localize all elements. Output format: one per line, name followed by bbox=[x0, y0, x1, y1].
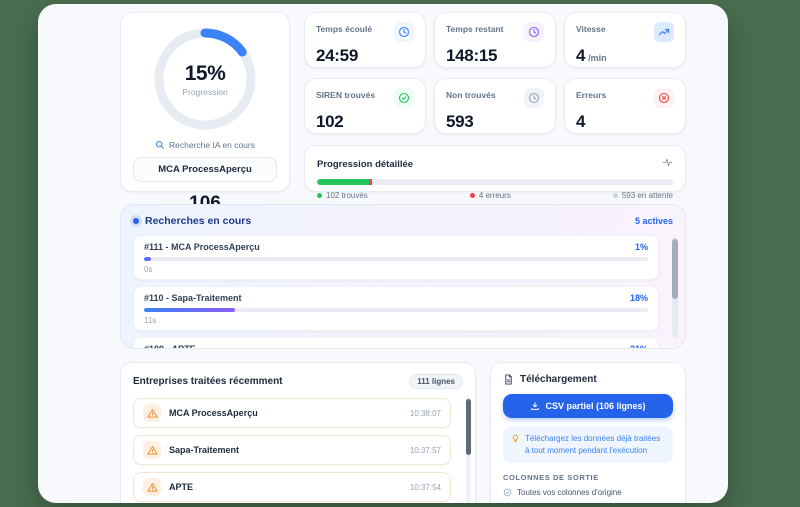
search-progress-fill bbox=[144, 257, 151, 261]
warning-triangle-icon bbox=[143, 441, 161, 459]
progress-ring: 15% Progression bbox=[153, 27, 257, 131]
stat-label: Temps restant bbox=[446, 24, 504, 34]
clock-icon bbox=[524, 22, 544, 42]
searches-title: Recherches en cours bbox=[133, 215, 251, 227]
stat-label: Erreurs bbox=[576, 90, 607, 100]
output-columns-title: COLONNES DE SORTIE bbox=[503, 473, 599, 483]
download-note: Téléchargez les données déjà traitées à … bbox=[503, 426, 673, 464]
search-name: #111 - MCA ProcessAperçu bbox=[144, 242, 260, 252]
progress-error-segment bbox=[368, 179, 372, 185]
active-count-badge: 5 actives bbox=[634, 216, 673, 226]
stat-label: Vitesse bbox=[576, 24, 606, 34]
warning-triangle-icon bbox=[143, 478, 161, 496]
search-percent: 1% bbox=[634, 242, 648, 252]
recent-scrollbar[interactable] bbox=[466, 397, 471, 503]
red-dot-icon bbox=[469, 193, 475, 198]
stat-card-siren-trouves: SIREN trouvés 102 bbox=[304, 78, 426, 134]
recent-companies-card: Entreprises traitées récemment 111 ligne… bbox=[120, 362, 476, 503]
search-name: #109 - APTE bbox=[144, 344, 196, 349]
trending-up-icon bbox=[654, 22, 674, 42]
search-icon bbox=[155, 140, 165, 150]
search-progress-fill bbox=[144, 308, 235, 312]
stat-card-erreurs: Erreurs 4 bbox=[564, 78, 686, 134]
search-row: #111 - MCA ProcessAperçu 1% 0s bbox=[133, 235, 659, 280]
ai-status-text: Recherche IA en cours bbox=[169, 140, 255, 150]
stat-value-suffix: /min bbox=[588, 53, 607, 63]
stat-label: Non trouvés bbox=[446, 90, 496, 100]
dashboard-window: 15% Progression Recherche IA en cours MC… bbox=[38, 4, 728, 503]
overview-card: 15% Progression Recherche IA en cours MC… bbox=[120, 12, 290, 227]
search-percent: 21% bbox=[629, 344, 648, 349]
company-name: Sapa-Traitement bbox=[169, 445, 240, 455]
gray-dot-icon bbox=[612, 193, 618, 198]
company-name: APTE bbox=[169, 482, 194, 492]
active-searches-section: Recherches en cours 5 actives #111 - MCA… bbox=[120, 204, 686, 349]
search-progress-bar bbox=[144, 257, 648, 261]
recent-row: Sapa-Traitement 10:37:57 bbox=[133, 435, 451, 465]
searches-scrollbar-thumb[interactable] bbox=[672, 239, 678, 299]
search-elapsed: 11s bbox=[144, 316, 157, 325]
search-progress-bar bbox=[144, 308, 648, 312]
detailed-progress-card: Progression détaillée 102 trouvés 4 erre… bbox=[304, 145, 686, 200]
stat-card-non-trouves: Non trouvés 593 bbox=[434, 78, 556, 134]
progress-percent: 15% bbox=[184, 61, 226, 85]
stat-label: SIREN trouvés bbox=[316, 90, 376, 100]
pulse-dot-icon bbox=[133, 218, 139, 224]
processed-time: 10:38:07 bbox=[409, 408, 441, 418]
searches-scrollbar[interactable] bbox=[672, 237, 678, 338]
output-column-item: SIREN (9 chiffres) bbox=[503, 502, 673, 503]
legend-errors: 4 erreurs bbox=[469, 191, 511, 200]
recent-title: Entreprises traitées récemment bbox=[133, 376, 283, 387]
stat-value: 24:59 bbox=[316, 46, 358, 65]
recent-row: MCA ProcessAperçu 10:38:07 bbox=[133, 398, 451, 428]
file-icon bbox=[503, 374, 514, 385]
check-circle-icon bbox=[394, 88, 414, 108]
clock-icon bbox=[524, 88, 544, 108]
search-name: #110 - Sapa-Traitement bbox=[144, 293, 242, 303]
detailed-progress-bar bbox=[317, 179, 673, 185]
stat-card-temps-restant: Temps restant 148:15 bbox=[434, 12, 556, 68]
activity-icon bbox=[662, 155, 673, 173]
download-title: Téléchargement bbox=[520, 374, 597, 385]
lines-count-badge: 111 lignes bbox=[409, 374, 463, 389]
clock-icon bbox=[394, 22, 414, 42]
x-circle-icon bbox=[654, 88, 674, 108]
progress-label: Progression bbox=[182, 86, 228, 97]
company-name: MCA ProcessAperçu bbox=[169, 408, 258, 418]
search-elapsed: 0s bbox=[144, 265, 153, 274]
detailed-progress-title: Progression détaillée bbox=[317, 158, 414, 170]
green-dot-icon bbox=[317, 193, 322, 198]
stat-card-temps-ecoule: Temps écoulé 24:59 bbox=[304, 12, 426, 68]
stat-value: 4 bbox=[576, 112, 586, 131]
output-column-item: Toutes vos colonnes d'origine bbox=[503, 488, 673, 497]
download-icon bbox=[531, 402, 540, 410]
warning-triangle-icon bbox=[143, 404, 161, 422]
check-circle-icon bbox=[505, 502, 510, 503]
legend-pending: 593 en attente bbox=[612, 191, 673, 200]
search-row: #109 - APTE 21% 13s bbox=[133, 337, 659, 349]
stat-value: 593 bbox=[446, 112, 474, 131]
check-circle-icon bbox=[503, 488, 512, 497]
search-row: #110 - Sapa-Traitement 18% 11s bbox=[133, 286, 659, 331]
stat-card-vitesse: Vitesse 4/min bbox=[564, 12, 686, 68]
current-company-box: MCA ProcessAperçu bbox=[133, 157, 277, 182]
stat-value: 148:15 bbox=[446, 46, 498, 65]
recent-row: APTE 10:37:54 bbox=[133, 472, 451, 502]
progress-found-segment bbox=[317, 179, 369, 185]
stat-label: Temps écoulé bbox=[316, 24, 373, 34]
download-panel: Téléchargement CSV partiel (106 lignes) … bbox=[490, 362, 686, 503]
progress-ring-arc bbox=[154, 28, 256, 130]
legend-found: 102 trouvés bbox=[317, 191, 368, 200]
download-csv-button[interactable]: CSV partiel (106 lignes) bbox=[503, 394, 673, 418]
stat-value: 102 bbox=[316, 112, 344, 131]
lightbulb-icon bbox=[512, 434, 519, 443]
search-percent: 18% bbox=[629, 293, 648, 303]
recent-scrollbar-thumb[interactable] bbox=[466, 399, 471, 455]
processed-time: 10:37:54 bbox=[409, 482, 441, 492]
stat-value: 4/min bbox=[576, 46, 607, 65]
processed-time: 10:37:57 bbox=[409, 445, 441, 455]
